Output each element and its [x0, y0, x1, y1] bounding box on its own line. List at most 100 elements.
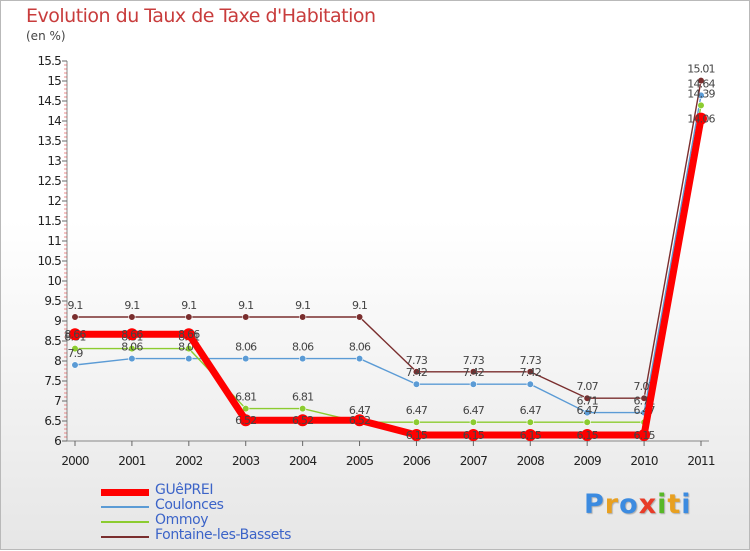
data-label: 7.9 [67, 347, 83, 360]
data-point [412, 380, 421, 388]
y-tick-label: 9 [54, 314, 61, 328]
data-point [71, 313, 79, 321]
y-tick-label: 7.5 [44, 374, 61, 388]
logo-letter: i [657, 489, 668, 520]
logo-letter: P [584, 489, 605, 520]
data-label: 8.06 [235, 341, 257, 354]
data-label: 7.42 [463, 366, 484, 379]
data-point [469, 368, 477, 376]
data-point [355, 313, 364, 321]
x-tick-label: 2004 [289, 454, 317, 468]
data-point [296, 414, 309, 427]
y-tick-label: 15 [47, 74, 61, 88]
data-point [242, 355, 250, 363]
proxiti-logo: Proxiti [584, 489, 692, 520]
data-point [697, 76, 705, 85]
logo-letter: o [619, 489, 639, 520]
data-point [239, 414, 252, 427]
y-tick-label: 7 [54, 394, 61, 408]
data-label: 6.47 [463, 404, 485, 417]
y-tick-label: 14.5 [37, 94, 61, 108]
data-label: 6.47 [349, 404, 371, 417]
data-label: 6.15 [520, 429, 542, 442]
data-label: 15.01 [687, 63, 715, 76]
data-point [299, 313, 307, 321]
data-label: 7.73 [520, 354, 542, 367]
y-tick-label: 13 [47, 154, 61, 168]
data-point [467, 429, 480, 441]
legend-swatch [101, 521, 149, 523]
data-point [128, 313, 136, 321]
data-label: 6.47 [406, 404, 428, 417]
x-tick-label: 2005 [346, 454, 374, 468]
legend-label: Ommoy [155, 512, 209, 528]
data-label: 6.47 [520, 404, 542, 417]
data-point [469, 418, 477, 426]
data-label: 9.1 [67, 299, 82, 312]
data-point [242, 313, 250, 321]
y-tick-label: 9.5 [44, 294, 61, 308]
legend-label: Coulonces [155, 497, 224, 513]
data-label: 6.81 [235, 391, 256, 404]
data-point [185, 355, 193, 363]
y-tick-label: 12.5 [37, 174, 61, 188]
y-tick-label: 15.5 [37, 54, 61, 68]
data-label: 14.64 [687, 77, 715, 90]
y-tick-label: 14 [47, 114, 61, 128]
data-label: 6.15 [633, 429, 655, 442]
y-tick-label: 11 [47, 234, 61, 248]
data-label: 6.15 [577, 429, 599, 442]
data-point [69, 328, 81, 341]
data-point [128, 345, 136, 353]
data-label: 7.73 [406, 354, 428, 367]
data-label: 8.06 [349, 341, 371, 354]
data-point [526, 368, 534, 376]
series-line-Coulonces [74, 95, 702, 414]
data-point [526, 380, 534, 388]
data-point [697, 101, 705, 109]
y-tick-label: 10.5 [37, 254, 61, 268]
x-tick-label: 2010 [630, 454, 658, 468]
data-label: 7.42 [520, 366, 541, 379]
x-tick-label: 2006 [403, 454, 431, 468]
data-point [638, 429, 651, 441]
data-point [412, 418, 421, 426]
data-label: 9.1 [238, 299, 253, 312]
x-tick-label: 2007 [460, 454, 488, 468]
data-point [185, 345, 193, 353]
y-tick-label: 6.5 [44, 414, 61, 428]
data-point [185, 313, 193, 321]
logo-letter: i [681, 489, 692, 520]
data-point [583, 418, 591, 426]
legend-swatch [101, 489, 149, 496]
y-tick-label: 6 [54, 434, 61, 448]
data-label: 6.15 [463, 429, 485, 442]
x-tick-label: 2009 [574, 454, 602, 468]
series-line-Ommoy [75, 105, 702, 423]
data-label: 7.73 [463, 354, 485, 367]
x-tick-label: 2003 [232, 454, 260, 468]
data-label: 8.66 [64, 328, 86, 341]
y-tick-label: 8.5 [44, 334, 61, 348]
data-label: 6.71 [577, 395, 598, 408]
y-tick-label: 8 [54, 354, 61, 368]
legend-label: Fontaine-les-Bassets [155, 527, 292, 543]
data-point [299, 355, 307, 363]
data-label: 8.66 [121, 328, 143, 341]
chart-title: Evolution du Taux de Taxe d'Habitation [26, 5, 376, 27]
data-label: 9.1 [181, 299, 196, 312]
data-label: 14.39 [687, 87, 715, 100]
y-tick-label: 11.5 [37, 214, 61, 228]
y-tick-label: 10 [47, 274, 61, 288]
data-label: 9.1 [124, 299, 139, 312]
data-label: 7.07 [577, 380, 599, 393]
data-label: 6.15 [406, 429, 428, 442]
data-point [469, 380, 477, 388]
data-label: 7.42 [406, 366, 427, 379]
data-label: 9.1 [295, 299, 310, 312]
unit-label: (en %) [26, 29, 66, 43]
data-point [695, 112, 707, 125]
x-tick-label: 2000 [61, 454, 89, 468]
